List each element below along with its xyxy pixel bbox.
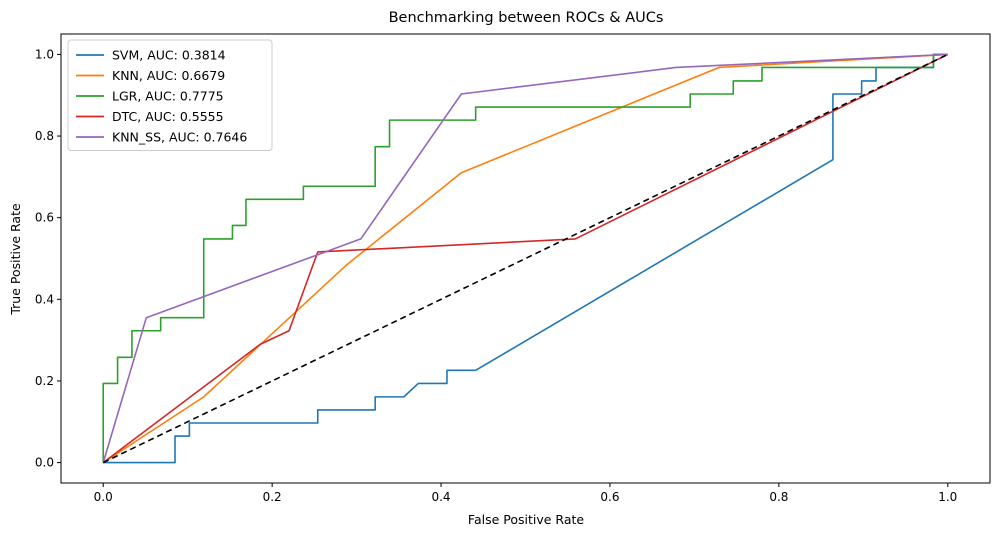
x-axis: 0.0 0.2 0.4 0.6 0.8 1.0 (94, 483, 957, 504)
y-tick-label: 0.8 (35, 129, 54, 143)
y-tick-label: 0.0 (35, 456, 54, 470)
legend-box (67, 39, 273, 151)
x-tick-label: 1.0 (938, 490, 957, 504)
legend-label: KNN, AUC: 0.6679 (112, 68, 225, 83)
x-tick-label: 0.2 (263, 490, 282, 504)
reference-layer (102, 53, 949, 464)
series-line-3 (102, 53, 948, 463)
y-axis-label: True Positive Rate (8, 203, 23, 316)
series-line-5 (102, 53, 948, 463)
y-tick-label: 0.6 (35, 211, 54, 225)
series-line-4 (102, 53, 949, 464)
x-tick-label: 0.6 (600, 490, 619, 504)
chance-reference-line (102, 53, 949, 464)
series-line-1 (103, 53, 948, 464)
chart-title: Benchmarking between ROCs & AUCs (389, 10, 664, 26)
y-tick-label: 0.4 (35, 292, 54, 306)
plot-area (60, 33, 991, 484)
y-tick-label: 1.0 (35, 47, 54, 61)
legend-label: KNN_SS, AUC: 0.7646 (112, 130, 247, 145)
legend-label: DTC, AUC: 0.5555 (112, 109, 224, 124)
legend: SVM, AUC: 0.3814 KNN, AUC: 0.6679 LGR, AUC… (67, 39, 273, 151)
x-tick-label: 0.8 (769, 490, 788, 504)
series-line-2 (102, 53, 948, 464)
legend-label: SVM, AUC: 0.3814 (112, 48, 226, 63)
series-layer (102, 53, 949, 464)
x-tick-label: 0.0 (94, 490, 113, 504)
plot-frame (60, 33, 991, 484)
legend-label: LGR, AUC: 0.7775 (112, 89, 224, 104)
x-tick-label: 0.4 (431, 490, 450, 504)
x-axis-label: False Positive Rate (468, 512, 584, 527)
y-tick-label: 0.2 (35, 374, 54, 388)
y-axis: 0.0 0.2 0.4 0.6 0.8 1.0 (35, 47, 61, 470)
